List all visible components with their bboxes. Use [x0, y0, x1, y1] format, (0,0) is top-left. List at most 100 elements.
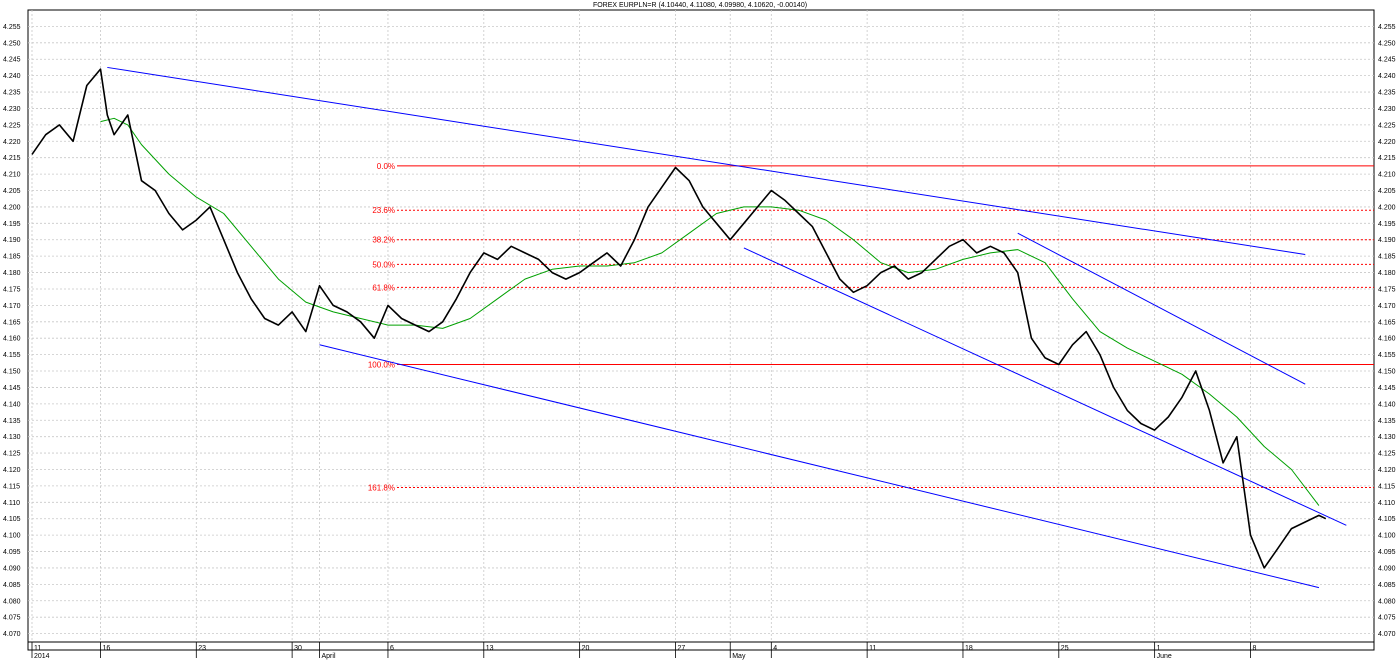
y-tick-label-left: 4.100	[3, 533, 21, 540]
y-tick-label-left: 4.075	[3, 615, 21, 622]
y-tick-label-left: 4.115	[3, 483, 20, 490]
y-tick-label-left: 4.180	[3, 270, 21, 277]
y-tick-label-right: 4.130	[1378, 434, 1396, 441]
y-tick-label-left: 4.160	[3, 336, 21, 343]
x-tick-label: 20	[582, 645, 590, 652]
y-tick-label-left: 4.130	[3, 434, 21, 441]
y-tick-label-right: 4.120	[1378, 467, 1396, 474]
fib-level-label: 50.0%	[372, 260, 395, 269]
x-tick-label: 11	[34, 645, 41, 652]
y-tick-label-left: 4.090	[3, 565, 21, 572]
y-tick-label-left: 4.080	[3, 598, 21, 605]
y-tick-label-right: 4.235	[1378, 90, 1396, 97]
y-tick-label-left: 4.095	[3, 549, 21, 556]
y-tick-label-left: 4.245	[3, 57, 21, 64]
y-tick-label-right: 4.125	[1378, 451, 1396, 458]
y-tick-label-right: 4.160	[1378, 336, 1396, 343]
y-tick-label-right: 4.145	[1378, 385, 1396, 392]
y-tick-label-right: 4.110	[1378, 500, 1395, 507]
x-tick-label: 30	[294, 645, 302, 652]
fib-level-label: 161.8%	[368, 484, 395, 493]
y-tick-label-right: 4.135	[1378, 418, 1396, 425]
y-tick-label-right: 4.150	[1378, 369, 1396, 376]
x-tick-sublabel: April	[322, 653, 336, 660]
y-tick-label-right: 4.245	[1378, 57, 1396, 64]
trendlines	[107, 66, 1347, 589]
y-tick-label-left: 4.165	[3, 319, 21, 326]
y-tick-label-left: 4.220	[3, 139, 21, 146]
y-tick-label-right: 4.155	[1378, 352, 1396, 359]
fib-level-label: 0.0%	[377, 162, 395, 171]
y-tick-label-left: 4.070	[3, 631, 21, 638]
fib-level-label: 23.6%	[372, 206, 395, 215]
trendline	[743, 247, 1347, 526]
y-tick-label-left: 4.225	[3, 122, 21, 129]
y-tick-label-right: 4.185	[1378, 254, 1396, 261]
series-lines	[31, 68, 1327, 569]
y-tick-label-right: 4.195	[1378, 221, 1396, 228]
y-tick-label-left: 4.185	[3, 254, 21, 261]
y-tick-label-right: 4.170	[1378, 303, 1396, 310]
y-tick-label-right: 4.115	[1378, 483, 1395, 490]
y-tick-label-left: 4.085	[3, 582, 21, 589]
y-tick-label-right: 4.240	[1378, 73, 1396, 80]
trendline	[107, 66, 1306, 256]
x-tick-label: 6	[390, 645, 394, 652]
x-tick-sublabel: 2014	[34, 653, 50, 660]
fibonacci-levels: 0.0% 23.6% 38.2% 50.0% 61.8% 100.0% 161.8%	[368, 162, 1374, 493]
y-tick-label-left: 4.190	[3, 237, 21, 244]
y-tick-label-left: 4.205	[3, 188, 21, 195]
y-tick-label-right: 4.225	[1378, 122, 1396, 129]
y-tick-label-right: 4.105	[1378, 516, 1396, 523]
x-tick-label: 1	[1157, 645, 1161, 652]
x-tick-label: 13	[486, 645, 494, 652]
y-tick-label-right: 4.075	[1378, 615, 1396, 622]
y-tick-label-right: 4.210	[1378, 172, 1396, 179]
y-tick-label-right: 4.100	[1378, 533, 1396, 540]
fib-level-label: 61.8%	[372, 283, 395, 292]
y-tick-label-left: 4.125	[3, 451, 21, 458]
y-tick-label-left: 4.155	[3, 352, 21, 359]
y-tick-label-right: 4.095	[1378, 549, 1396, 556]
x-tick-label: 8	[1252, 645, 1256, 652]
y-tick-label-left: 4.240	[3, 73, 21, 80]
x-tick-label: 23	[198, 645, 206, 652]
y-tick-label-left: 4.230	[3, 106, 21, 113]
y-tick-label-right: 4.215	[1378, 155, 1396, 162]
trendline	[1017, 232, 1306, 385]
y-tick-label-right: 4.230	[1378, 106, 1396, 113]
y-tick-label-left: 4.140	[3, 401, 21, 408]
price-series-line	[31, 68, 1327, 569]
y-tick-label-right: 4.165	[1378, 319, 1396, 326]
moving-average-line	[100, 117, 1320, 506]
y-tick-label-left: 4.195	[3, 221, 21, 228]
x-tick-label: 18	[965, 645, 973, 652]
y-tick-label-left: 4.170	[3, 303, 21, 310]
y-tick-label-left: 4.255	[3, 24, 21, 31]
x-tick-label: 4	[773, 645, 777, 652]
y-tick-label-right: 4.255	[1378, 24, 1396, 31]
y-tick-label-left: 4.235	[3, 90, 21, 97]
y-tick-label-left: 4.105	[3, 516, 21, 523]
x-tick-label: 25	[1061, 645, 1069, 652]
y-tick-label-right: 4.220	[1378, 139, 1396, 146]
y-tick-label-right: 4.190	[1378, 237, 1396, 244]
trendline	[319, 344, 1320, 589]
chart-title: FOREX EURPLN=R (4.10440, 4.11080, 4.0998…	[593, 2, 807, 9]
plot-area	[27, 9, 1375, 651]
fib-level-label: 100.0%	[368, 360, 395, 369]
y-tick-label-left: 4.215	[3, 155, 21, 162]
x-tick-label: 16	[102, 645, 110, 652]
y-tick-label-left: 4.135	[3, 418, 21, 425]
y-tick-label-left: 4.145	[3, 385, 21, 392]
y-tick-label-right: 4.175	[1378, 286, 1396, 293]
y-axis-left: 4.070 4.075 4.080 4.085 4.090 4.095 4.100 4.105…	[3, 24, 21, 638]
y-tick-label-left: 4.110	[3, 500, 20, 507]
x-tick-label: 27	[677, 645, 685, 652]
x-tick-sublabel: May	[732, 653, 746, 660]
y-tick-label-right: 4.090	[1378, 565, 1396, 572]
y-tick-label-left: 4.210	[3, 172, 21, 179]
y-tick-label-right: 4.200	[1378, 204, 1396, 211]
y-tick-label-left: 4.175	[3, 286, 21, 293]
